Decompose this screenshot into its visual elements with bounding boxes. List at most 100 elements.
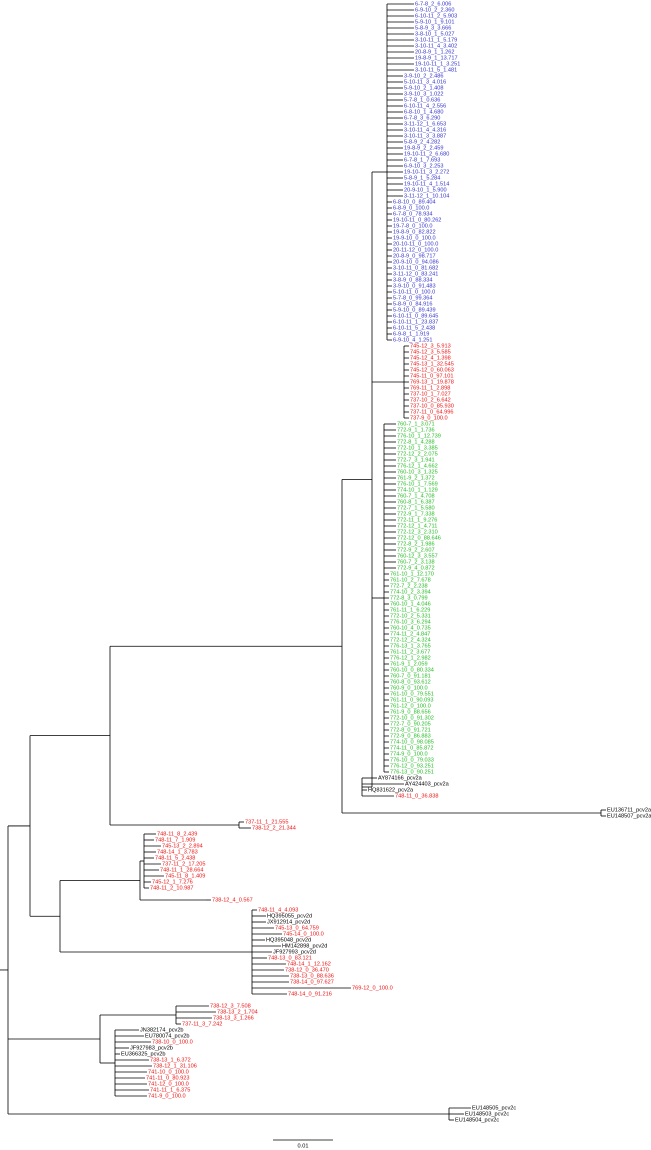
leaf-label: 748-11_4_4.093 (258, 907, 298, 913)
leaf-label: 6-7-8_2_6.006 (415, 1, 451, 7)
leaf-label: 748-14_1_12.162 (287, 961, 331, 967)
leaf-label: 741-9_0_100.0 (148, 1093, 186, 1099)
leaf-label: 745-12_0_60.063 (410, 367, 454, 373)
leaf-label: 6-10-11_1_23.837 (393, 319, 438, 325)
leaf-label: 5-7-8_1_0.636 (404, 97, 440, 103)
leaf-label: 774-9_0_100.0 (390, 751, 428, 757)
leaf-label: 774-11_2_4.847 (390, 631, 430, 637)
leaf-label: 6-7-8_0_78.934 (393, 211, 433, 217)
leaf-label: 738-13_2_1.704 (217, 1009, 258, 1015)
leaf-label: 776-10_1_7.569 (397, 481, 438, 487)
leaf-label: 20-11-12_0_100.0 (393, 247, 438, 253)
leaf-label: 5-10-11_0_100.0 (393, 289, 435, 295)
leaf-label: 737-11_0_64.996 (410, 409, 453, 415)
leaf-label: 738-13_0_88.636 (290, 973, 334, 979)
leaf-label: JX912914_pcv2d (267, 919, 310, 925)
leaf-label: EU148503_pcv2c (465, 1111, 509, 1117)
leaf-label: 761-12_0_100.0 (390, 703, 431, 709)
leaf-label: 3-11-12_1_10.104 (404, 193, 449, 199)
leaf-label: HQ395048_pcv2d (266, 937, 311, 943)
leaf-label: 3-10-11_4_3.402 (415, 43, 457, 49)
leaf-label: 761-9_2_1.372 (397, 475, 435, 481)
leaf-label: 776-10_1_12.739 (397, 433, 441, 439)
leaf-label: 19-7-8_0_100.0 (393, 223, 433, 229)
leaf-label: 748-11_5_2.438 (155, 855, 195, 861)
leaf-label: 6-9-10_4_1.251 (393, 337, 433, 343)
leaf-label: 738-12_2_21.344 (252, 825, 296, 831)
leaf-label: 738-13_1_6.372 (150, 1057, 191, 1063)
leaf-label: 5-7-8_0_99.364 (393, 295, 433, 301)
leaf-label: 5-8-9_2_4.282 (404, 139, 440, 145)
leaf-label: 772-9_1_7.338 (397, 511, 435, 517)
leaf-label: HM142898_pcv2d (282, 943, 327, 949)
leaf-label: 760-7_2_3.138 (397, 559, 435, 565)
leaf-label: 741-12_0_100.0 (148, 1081, 189, 1087)
leaf-label: 772-9_1_1.736 (397, 427, 435, 433)
leaf-label: 761-10_0_79.551 (390, 691, 434, 697)
leaf-label: 19-10-11_4_1.514 (404, 181, 449, 187)
leaf-label: 745-12_3_5.913 (410, 343, 451, 349)
leaf-label: 3-11-12_1_6.653 (404, 121, 446, 127)
leaf-label: 745-14_0_100.0 (283, 931, 324, 937)
leaf-label: 760-10_3_1.325 (397, 469, 438, 475)
leaf-label: 738-10_0_100.0 (152, 1039, 193, 1045)
leaf-label: 776-13_1_3.765 (390, 643, 431, 649)
leaf-label: 772-12_0_88.646 (397, 535, 441, 541)
leaf-label: 748-14_1_3.783 (157, 849, 198, 855)
leaf-label: 776-12_0_93.251 (390, 763, 434, 769)
leaf-label: 5-8-9_3_3.666 (415, 25, 451, 31)
leaf-label: 772-12_2_2.075 (397, 451, 438, 457)
leaf-label: 3-8-9_0_88.334 (393, 277, 433, 283)
leaf-label: 772-7_0_90.205 (390, 721, 431, 727)
leaf-label: 5-10-11_3_4.016 (404, 79, 446, 85)
leaf-label: 738-14_0_97.627 (290, 979, 334, 985)
leaf-label: 772-7_3_1.941 (397, 457, 435, 463)
leaf-label: 772-9_2_2.607 (397, 547, 435, 553)
scale-label: 0.01 (298, 1143, 309, 1149)
leaf-label: 3-10-11_4_4.316 (404, 127, 446, 133)
leaf-label: 737-10_2_6.642 (410, 397, 451, 403)
leaf-label: 772-12_1_4.711 (397, 523, 437, 529)
leaf-label: 748-11_1_28.664 (160, 867, 203, 873)
leaf-label: 737-11_1_21.555 (245, 819, 288, 825)
leaf-label: 760-9_0_100.0 (390, 685, 428, 691)
leaf-label: 774-11_0_85.872 (390, 745, 433, 751)
leaf-label: 772-10_1_3.385 (397, 445, 438, 451)
leaf-label: 776-12_1_2.982 (390, 655, 431, 661)
leaf-label: 760-7_1_3.071 (397, 421, 435, 427)
leaf-label: EU148505_pcv2c (472, 1105, 516, 1111)
leaf-label: 772-8_3_0.799 (390, 595, 428, 601)
leaf-label: 760-10_4_0.735 (390, 625, 431, 631)
leaf-label: EU366325_pcv2b (121, 1051, 165, 1057)
leaf-label: 774-10_0_98.085 (390, 739, 434, 745)
leaf-label: 6-10-11_4_2.556 (404, 103, 446, 109)
leaf-label: 738-12_0_36.470 (285, 967, 329, 973)
leaf-label: 5-9-10_1_9.101 (415, 19, 455, 25)
leaf-label: 745-12_4_1.398 (410, 355, 451, 361)
leaf-label: 5-9-10_2_1.408 (404, 85, 444, 91)
leaf-label: 745-11_8_1.409 (165, 873, 205, 879)
leaf-label: 745-13_2_2.894 (162, 843, 203, 849)
leaf-label: 761-11_2_3.677 (390, 649, 430, 655)
leaf-label: 3-9-10_0_91.483 (393, 283, 436, 289)
leaf-label: 738-12_4_0.567 (212, 897, 253, 903)
leaf-label: 776-13_0_90.251 (390, 769, 434, 775)
leaf-label: 737-10_0_85.930 (410, 403, 454, 409)
leaf-label: 748-13_0_83.121 (268, 955, 312, 961)
leaf-label: 741-11_0_80.923 (146, 1075, 189, 1081)
leaf-label: 774-10_2_3.394 (390, 589, 431, 595)
leaf-label: 748-11_2_10.987 (150, 885, 193, 891)
leaf-label: 3-10-11_3_3.887 (404, 133, 446, 139)
leaf-label: 772-12_3_2.310 (397, 529, 438, 535)
leaf-label: HQ395055_pcv2d (267, 913, 312, 919)
leaf-label: 769-12_0_100.0 (352, 985, 393, 991)
leaf-label: JN382174_pcv2b (140, 1027, 184, 1033)
leaf-label: 738-12_1_31.106 (153, 1063, 197, 1069)
leaf-label: 776-10_3_6.294 (390, 619, 431, 625)
leaf-label: 761-11_1_6.229 (390, 607, 430, 613)
leaf-label: 20-8-9_1_1.262 (415, 49, 455, 55)
leaf-label: 6-10-11_5_2.438 (393, 325, 435, 331)
leaf-label: HQ831622_pcv2a (368, 787, 414, 793)
leaf-label: 748-11_8_2.439 (157, 831, 197, 837)
